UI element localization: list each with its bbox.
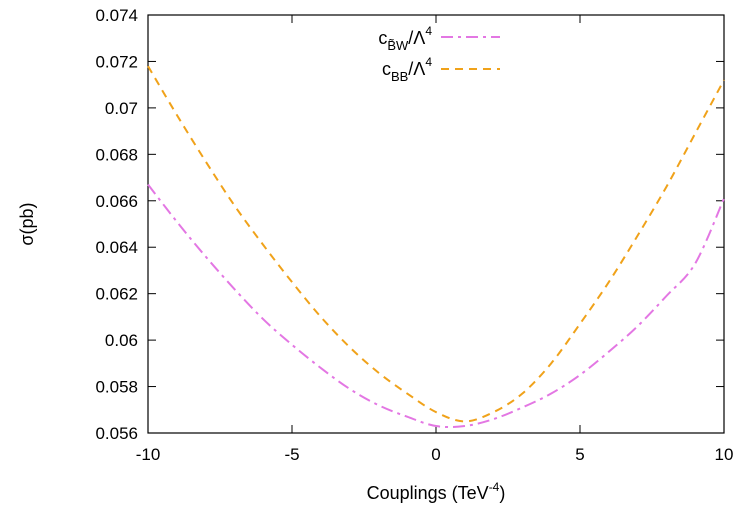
svg-text:cB̃W/Λ4: cB̃W/Λ4 [378,24,432,53]
legend-entry-cbw: cB̃W/Λ4 [378,24,500,53]
legend-cbw-main: c [378,28,387,48]
series-line-cbb [147,65,725,423]
x-axis-title: Couplings (TeV-4) [367,480,506,503]
series-layer [147,65,725,429]
legend-cbw-sub: B̃W [387,38,409,53]
y-axis-title: σ(pb) [17,202,37,245]
y-tick-label: 0.06 [105,331,138,350]
x-tick-label: 10 [715,445,734,464]
svg-text:cBB/Λ4: cBB/Λ4 [382,55,432,84]
y-tick-label: 0.062 [95,285,138,304]
x-tick-label: 5 [575,445,584,464]
y-tick-label: 0.064 [95,238,138,257]
legend-cbw-exponent: 4 [425,24,432,38]
plot-frame [147,14,725,434]
y-tick-label: 0.066 [95,192,138,211]
legend-cbw-slash: /Λ [408,28,425,48]
x-axis-title-exponent: -4 [489,480,500,494]
legend-entry-cbb: cBB/Λ4 [382,55,500,84]
y-tick-label: 0.072 [95,52,138,71]
y-tick-label: 0.068 [95,145,138,164]
legend-cbb-slash: /Λ [408,59,425,79]
legend-cbb-main: c [382,59,391,79]
x-axis-title-main: Couplings (TeV [367,483,489,503]
x-tick-label: -10 [136,445,161,464]
legend-cbb-sub: BB [391,69,408,84]
y-tick-label: 0.07 [105,99,138,118]
x-tick-label: -5 [284,445,299,464]
y-tick-label: 0.058 [95,378,138,397]
series-line-cbw [147,183,725,429]
y-tick-label: 0.074 [95,6,138,25]
legend: cB̃W/Λ4 cBB/Λ4 [378,24,500,84]
axis-ticks: 0.056 0.058 0.06 0.062 0.064 0.066 0.068 0.07 0.… [95,6,733,464]
legend-cbb-exponent: 4 [425,55,432,69]
x-axis-title-tail: ) [499,483,505,503]
x-tick-label: 0 [431,445,440,464]
y-tick-label: 0.056 [95,424,138,443]
